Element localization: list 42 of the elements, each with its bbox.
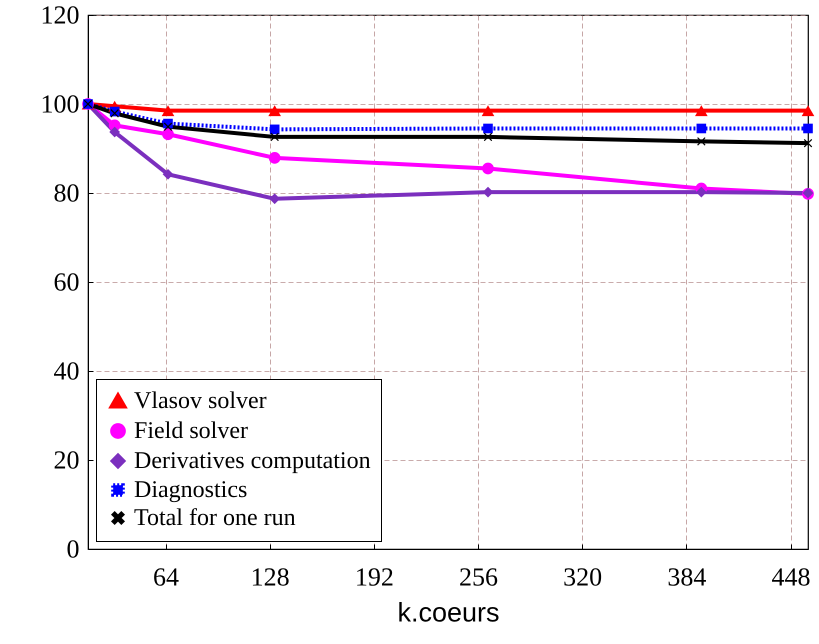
point (483, 124, 493, 134)
point (270, 132, 279, 142)
y-tick-label: 40 (54, 356, 80, 386)
point (697, 137, 706, 146)
point (268, 105, 281, 116)
x-tick-label: 128 (250, 562, 290, 592)
y-tick-label: 0 (66, 534, 80, 564)
point (162, 128, 174, 140)
point (482, 105, 494, 116)
point (482, 162, 494, 174)
y-tick-label: 100 (40, 90, 80, 118)
legend-label: Total for one run (134, 505, 296, 531)
point (162, 168, 174, 180)
point (162, 105, 174, 116)
y-tick-label: 80 (54, 178, 80, 208)
point (482, 186, 494, 198)
legend-label: Derivatives computation (134, 448, 371, 474)
x-axis-title: k.coeurs (397, 598, 500, 628)
point (484, 132, 492, 142)
point (109, 126, 120, 138)
x-tick-label: 448 (772, 562, 810, 592)
y-tick-label: 20 (54, 446, 80, 474)
x-tick-label: 256 (459, 562, 498, 592)
point (803, 124, 813, 134)
y-tick-label: 120 (40, 0, 80, 30)
point (110, 109, 119, 118)
legend-label: Vlasov solver (134, 388, 267, 414)
point (164, 122, 172, 131)
x-tick-label: 320 (563, 562, 602, 592)
point (804, 138, 812, 148)
point (270, 124, 280, 134)
y-tick-label: 60 (54, 268, 80, 296)
legend-label: Diagnostics (134, 477, 248, 503)
x-tick-label: 384 (667, 562, 706, 592)
legend-label: Field solver (134, 418, 248, 444)
point (696, 186, 707, 198)
point (802, 105, 814, 116)
point (696, 124, 706, 134)
x-tick-label: 192 (354, 562, 394, 592)
point (268, 152, 281, 164)
x-tick-label: 64 (153, 562, 179, 592)
point (695, 105, 708, 116)
